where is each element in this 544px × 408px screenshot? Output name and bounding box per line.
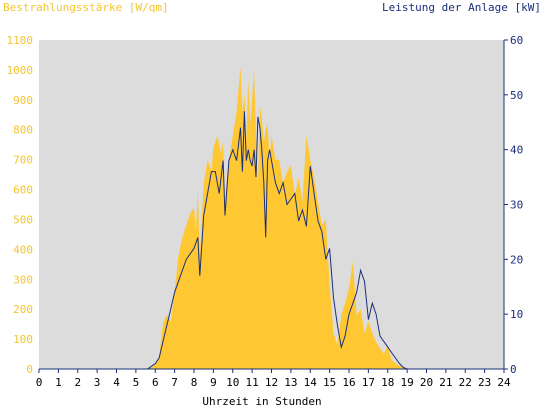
x-axis-ticks: 0 1 2 3 4 5 6 7 8 9 10 11 12 13 14 15 16 17 18 19 20 21 22 23 24 (36, 369, 511, 389)
left-tick-label: 700 (13, 154, 33, 167)
power-line-layer (39, 111, 504, 370)
irradiance-area (39, 66, 504, 370)
right-tick-label: 60 (510, 34, 523, 47)
left-tick-label: 100 (13, 333, 33, 346)
right-axis-ticks: 0 10 20 30 40 50 60 (504, 34, 523, 376)
x-tick-label: 22 (459, 376, 472, 389)
x-tick-label: 20 (420, 376, 433, 389)
right-tick-label: 20 (510, 253, 523, 266)
power-line (39, 111, 504, 370)
x-tick-label: 12 (265, 376, 278, 389)
left-tick-label: 0 (26, 363, 33, 376)
x-tick-label: 6 (152, 376, 159, 389)
irradiance-area-layer (39, 66, 504, 370)
left-tick-label: 800 (13, 124, 33, 137)
right-axis-title: Leistung der Anlage [kW] (382, 1, 541, 14)
right-tick-label: 40 (510, 144, 523, 157)
left-tick-label: 600 (13, 184, 33, 197)
left-tick-label: 1100 (7, 34, 34, 47)
left-axis-title: Bestrahlungsstärke [W/qm] (3, 1, 169, 14)
right-tick-label: 10 (510, 308, 523, 321)
x-tick-label: 15 (323, 376, 336, 389)
x-tick-label: 8 (191, 376, 198, 389)
x-tick-label: 24 (497, 376, 511, 389)
x-tick-label: 10 (226, 376, 239, 389)
right-tick-label: 30 (510, 199, 523, 212)
x-tick-label: 21 (439, 376, 452, 389)
x-tick-label: 14 (304, 376, 318, 389)
x-tick-label: 13 (284, 376, 297, 389)
x-tick-label: 16 (342, 376, 355, 389)
left-tick-label: 500 (13, 214, 33, 227)
x-tick-label: 7 (171, 376, 178, 389)
x-axis-title: Uhrzeit in Stunden (202, 395, 321, 408)
left-tick-label: 300 (13, 273, 33, 286)
x-tick-label: 4 (113, 376, 120, 389)
x-tick-label: 0 (36, 376, 43, 389)
x-tick-label: 18 (381, 376, 394, 389)
x-tick-label: 1 (55, 376, 62, 389)
left-tick-label: 900 (13, 94, 33, 107)
x-tick-label: 19 (400, 376, 413, 389)
left-axis-ticks: 0 100 200 300 400 500 600 700 800 900 1000 1100 (7, 34, 34, 376)
left-tick-label: 400 (13, 243, 33, 256)
x-tick-label: 11 (245, 376, 258, 389)
left-tick-label: 200 (13, 303, 33, 316)
x-tick-label: 2 (74, 376, 81, 389)
x-tick-label: 9 (210, 376, 217, 389)
right-tick-label: 0 (510, 363, 517, 376)
x-tick-label: 23 (478, 376, 491, 389)
right-tick-label: 50 (510, 89, 523, 102)
x-tick-label: 3 (94, 376, 101, 389)
x-tick-label: 5 (133, 376, 140, 389)
x-tick-label: 17 (362, 376, 375, 389)
left-tick-label: 1000 (7, 64, 34, 77)
